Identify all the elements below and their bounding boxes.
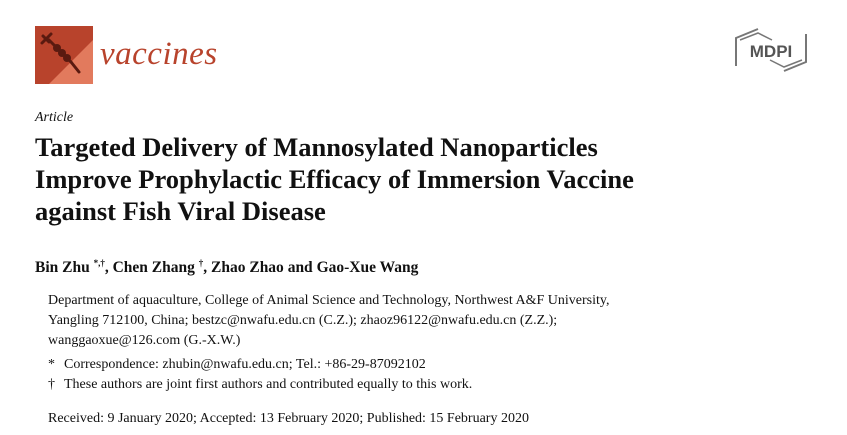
author-name: Gao-Xue Wang (316, 259, 419, 277)
affiliation-line: Yangling 712100, China; bestzc@nwafu.edu… (48, 313, 558, 328)
publication-dates: Received: 9 January 2020; Accepted: 13 F… (48, 411, 529, 426)
author-name: Bin Zhu (35, 259, 90, 277)
note-text: Correspondence: zhubin@nwafu.edu.cn; Tel… (64, 357, 426, 372)
author-marks: *,† (93, 258, 105, 268)
article-title: Targeted Delivery of Mannosylated Nanopa… (35, 131, 634, 227)
article-type: Article (35, 110, 74, 125)
separator: and (283, 259, 317, 277)
note-mark: † (48, 377, 55, 392)
mdpi-logo: MDPI (735, 28, 807, 72)
author-name: Zhao Zhao (211, 259, 284, 277)
correspondence-note: * Correspondence: zhubin@nwafu.edu.cn; Te… (48, 357, 426, 373)
author-list: Bin Zhu *,†, Chen Zhang †, Zhao Zhao and… (35, 258, 418, 277)
title-line: Improve Prophylactic Efficacy of Immersi… (35, 164, 634, 194)
equal-contribution-note: † These authors are joint first authors a… (48, 377, 472, 393)
title-line: against Fish Viral Disease (35, 196, 326, 226)
journal-logo-syringe-icon (35, 26, 93, 84)
separator: , (104, 259, 113, 277)
author-name: Chen Zhang (112, 259, 195, 277)
author-marks: † (198, 258, 204, 268)
title-line: Targeted Delivery of Mannosylated Nanopa… (35, 132, 598, 162)
affiliation-line: Department of aquaculture, College of An… (48, 293, 610, 308)
separator: , (203, 259, 212, 277)
note-mark: * (48, 357, 55, 372)
affiliation-line: wanggaoxue@126.com (G.-X.W.) (48, 333, 241, 348)
note-text: These authors are joint first authors an… (64, 377, 473, 392)
svg-text:MDPI: MDPI (750, 42, 793, 61)
journal-name: vaccines (100, 36, 218, 72)
